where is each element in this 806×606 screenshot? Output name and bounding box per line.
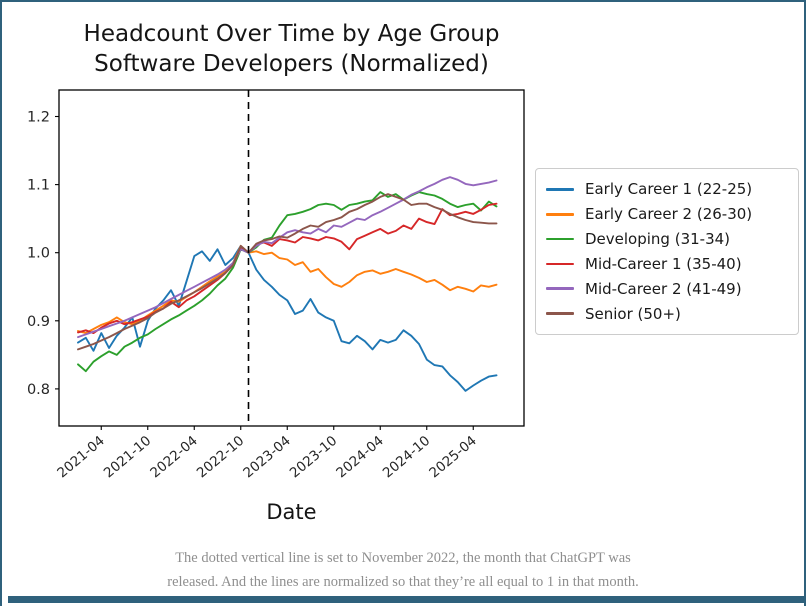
legend-line-swatch xyxy=(546,188,574,191)
y-tick-label: 1.0 xyxy=(27,246,50,262)
legend-item: Early Career 1 (22-25) xyxy=(546,177,788,202)
y-tick-label: 0.8 xyxy=(27,382,50,398)
legend-item: Mid-Career 2 (41-49) xyxy=(546,276,788,301)
headcount-line-chart: 0.8 0.9 1.0 1.1 1.2 2021-042021-102022-042022… xyxy=(27,89,525,482)
legend-item: Mid-Career 1 (35-40) xyxy=(546,251,788,276)
legend-item: Early Career 2 (26-30) xyxy=(546,202,788,227)
y-tick-label: 1.2 xyxy=(27,110,50,126)
legend-label: Early Career 1 (22-25) xyxy=(585,180,753,199)
series-line-developing-31-34 xyxy=(77,191,498,373)
plot-frame xyxy=(58,89,525,427)
caption-line1: The dotted vertical line is set to Novem… xyxy=(175,550,631,566)
x-tick-label: 2022-10 xyxy=(194,433,247,482)
legend-line-swatch xyxy=(546,262,574,266)
legend-item: Senior (50+) xyxy=(546,301,788,326)
x-tick-label: 2022-04 xyxy=(147,433,200,482)
chart-legend: Early Career 1 (22-25) Early Career 2 (26… xyxy=(535,168,799,335)
x-tick-label: 2024-04 xyxy=(333,433,386,482)
legend-label: Developing (31-34) xyxy=(585,230,731,249)
chart-title-line1: Headcount Over Time by Age Group xyxy=(83,21,500,47)
legend-line-swatch xyxy=(546,312,574,315)
caption-line2: released. And the lines are normalized s… xyxy=(167,574,639,590)
y-tick-label: 1.1 xyxy=(27,178,50,194)
series-line-early-career-2-26-30 xyxy=(77,244,498,335)
x-tick-label: 2025-04 xyxy=(426,433,479,482)
legend-label: Early Career 2 (26-30) xyxy=(585,205,753,224)
x-tick-label: 2023-10 xyxy=(287,433,340,482)
series-line-early-career-1-22-25 xyxy=(77,244,498,392)
x-tick-label: 2021-04 xyxy=(54,433,107,482)
legend-label: Senior (50+) xyxy=(585,304,681,323)
legend-line-swatch xyxy=(546,212,574,216)
x-tick-label: 2023-04 xyxy=(240,433,293,482)
chart-title: Headcount Over Time by Age Group Softwar… xyxy=(59,19,524,79)
legend-label: Mid-Career 2 (41-49) xyxy=(585,279,742,298)
legend-line-swatch xyxy=(546,237,574,241)
legend-item: Developing (31-34) xyxy=(546,227,788,252)
x-axis-title: Date xyxy=(266,500,317,524)
legend-line-swatch xyxy=(546,287,574,291)
y-tick-label: 0.9 xyxy=(27,314,50,330)
series-line-mid-career-1-35-40 xyxy=(77,202,498,335)
legend-label: Mid-Career 1 (35-40) xyxy=(585,254,742,273)
x-tick-label: 2024-10 xyxy=(380,433,433,482)
x-tick-label: 2021-10 xyxy=(101,433,154,482)
series-line-senior-50 xyxy=(77,193,498,351)
bottom-accent-bar xyxy=(8,596,804,603)
series-line-mid-career-2-41-49 xyxy=(77,176,498,339)
chart-caption: The dotted vertical line is set to Novem… xyxy=(2,546,804,594)
chart-title-line2: Software Developers (Normalized) xyxy=(94,51,489,77)
